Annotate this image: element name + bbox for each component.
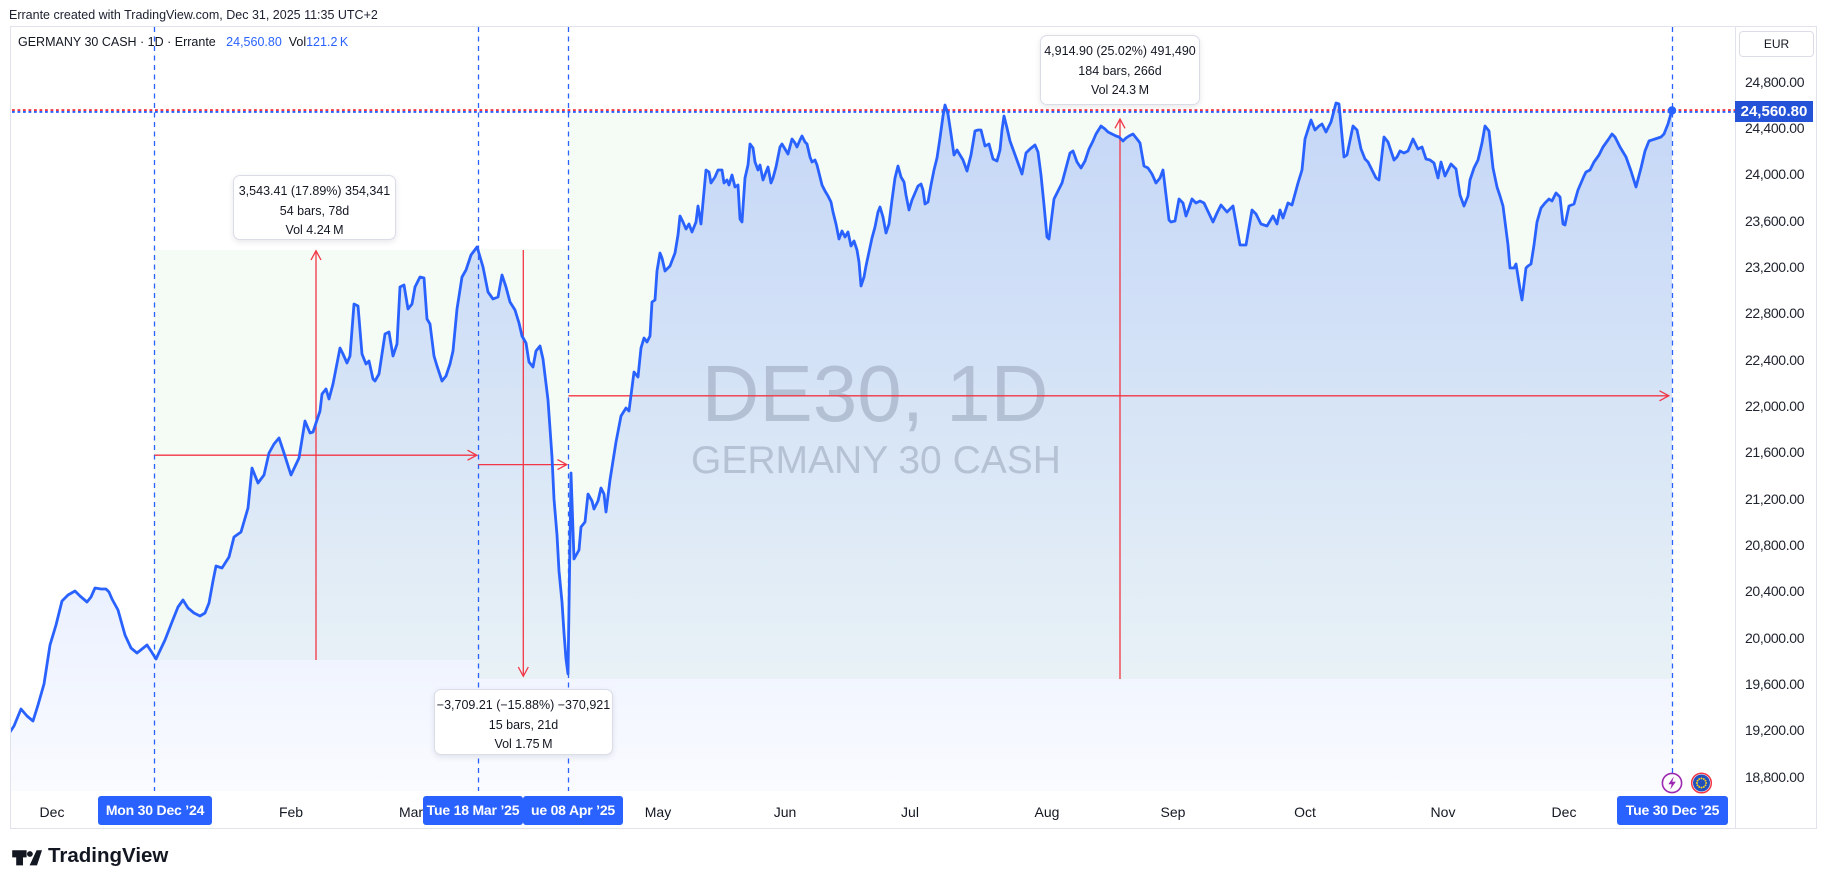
svg-text:DE30, 1D: DE30, 1D: [702, 349, 1049, 438]
svg-text:GERMANY 30 CASH: GERMANY 30 CASH: [691, 439, 1061, 482]
